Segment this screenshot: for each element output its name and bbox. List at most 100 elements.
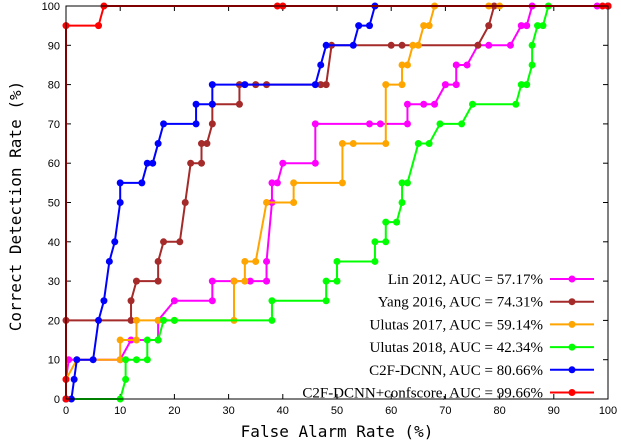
data-point xyxy=(154,316,162,324)
legend-label: Ulutas 2017, AUC = 59.14% xyxy=(370,317,543,333)
y-tick-label: 20 xyxy=(48,315,60,327)
data-point xyxy=(398,199,406,206)
data-point xyxy=(208,100,216,108)
data-point xyxy=(230,277,238,285)
data-point xyxy=(208,277,216,285)
data-point xyxy=(403,100,411,108)
data-point xyxy=(154,277,162,285)
data-point xyxy=(208,297,216,305)
data-point xyxy=(425,22,433,30)
data-point xyxy=(528,61,536,69)
data-point xyxy=(241,81,249,89)
data-point xyxy=(523,81,531,89)
data-point xyxy=(170,316,178,324)
data-point xyxy=(198,159,205,167)
data-point xyxy=(317,61,325,69)
data-point xyxy=(95,22,103,30)
data-point xyxy=(333,257,341,265)
legend-swatch-point xyxy=(568,389,576,396)
data-point xyxy=(534,22,542,30)
data-point xyxy=(154,336,162,344)
data-point xyxy=(160,316,168,324)
data-point xyxy=(371,238,379,246)
data-point xyxy=(143,356,151,364)
data-point xyxy=(420,22,428,30)
y-tick-label: 10 xyxy=(48,355,60,367)
data-point xyxy=(160,238,168,246)
data-point xyxy=(241,277,249,285)
data-point xyxy=(116,199,124,206)
data-point xyxy=(252,257,260,265)
data-point xyxy=(349,140,357,148)
data-point xyxy=(382,81,390,89)
data-point xyxy=(366,120,374,128)
legend-label: Lin 2012, AUC = 57.17% xyxy=(388,272,543,288)
data-point xyxy=(127,316,135,324)
data-point xyxy=(366,22,374,30)
data-point xyxy=(116,356,124,364)
data-point xyxy=(403,179,411,187)
data-point xyxy=(322,297,330,305)
data-point xyxy=(349,41,357,49)
y-tick-label: 60 xyxy=(48,158,60,170)
x-tick-label: 80 xyxy=(493,405,505,417)
legend-item: Ulutas 2018, AUC = 42.34% xyxy=(370,340,594,356)
data-point xyxy=(208,120,216,128)
data-point xyxy=(420,100,428,108)
series-4 xyxy=(62,2,612,403)
data-point xyxy=(382,218,390,226)
data-point xyxy=(241,257,249,265)
y-tick-label: 30 xyxy=(48,276,60,288)
data-point xyxy=(403,61,411,69)
data-point xyxy=(371,257,379,265)
legend-swatch-point xyxy=(568,320,576,328)
x-tick-label: 60 xyxy=(385,405,397,417)
x-tick-label: 40 xyxy=(277,405,289,417)
y-tick-label: 80 xyxy=(48,80,60,92)
data-point xyxy=(452,81,460,89)
data-point xyxy=(398,179,406,187)
legend-item: C2F-DCNN, AUC = 80.66% xyxy=(369,363,594,379)
data-point xyxy=(170,297,178,305)
data-point xyxy=(523,22,531,30)
data-point xyxy=(338,179,346,187)
data-point xyxy=(268,316,276,324)
data-point xyxy=(539,22,547,30)
legend: Lin 2012, AUC = 57.17% Yang 2016, AUC = 7… xyxy=(302,272,594,402)
data-point xyxy=(132,336,140,344)
data-point xyxy=(122,375,130,383)
x-tick-label: 30 xyxy=(222,405,234,417)
data-point xyxy=(263,277,271,285)
data-point xyxy=(387,41,395,49)
data-point xyxy=(425,140,433,148)
y-tick-label: 50 xyxy=(48,198,60,210)
data-point xyxy=(70,375,78,383)
x-tick-label: 50 xyxy=(331,405,343,417)
data-point xyxy=(100,297,108,305)
data-point xyxy=(127,297,135,305)
data-point xyxy=(116,179,124,187)
data-point xyxy=(311,159,319,167)
y-tick-label: 100 xyxy=(42,1,60,13)
data-point xyxy=(311,81,319,89)
data-point xyxy=(268,179,276,187)
data-point xyxy=(398,41,406,49)
legend-swatch-point xyxy=(568,298,576,306)
data-point xyxy=(116,336,124,344)
legend-item: C2F-DCNN+confscore, AUC = 99.66% xyxy=(302,386,594,402)
axis-ticks: 0 10 20 30 40 50 60 70 80 90 100 0 10 20 30 40 50 60 70 80 9… xyxy=(42,1,618,417)
data-point xyxy=(143,336,151,344)
data-point xyxy=(322,81,330,89)
data-point xyxy=(187,159,195,167)
data-point xyxy=(263,257,271,265)
data-point xyxy=(198,140,205,148)
data-point xyxy=(176,238,184,246)
data-point xyxy=(290,179,298,187)
y-tick-label: 90 xyxy=(48,40,60,52)
data-point xyxy=(485,41,493,49)
data-point xyxy=(317,81,325,89)
x-tick-label: 10 xyxy=(114,405,126,417)
data-point xyxy=(458,120,466,128)
data-point xyxy=(73,356,81,364)
